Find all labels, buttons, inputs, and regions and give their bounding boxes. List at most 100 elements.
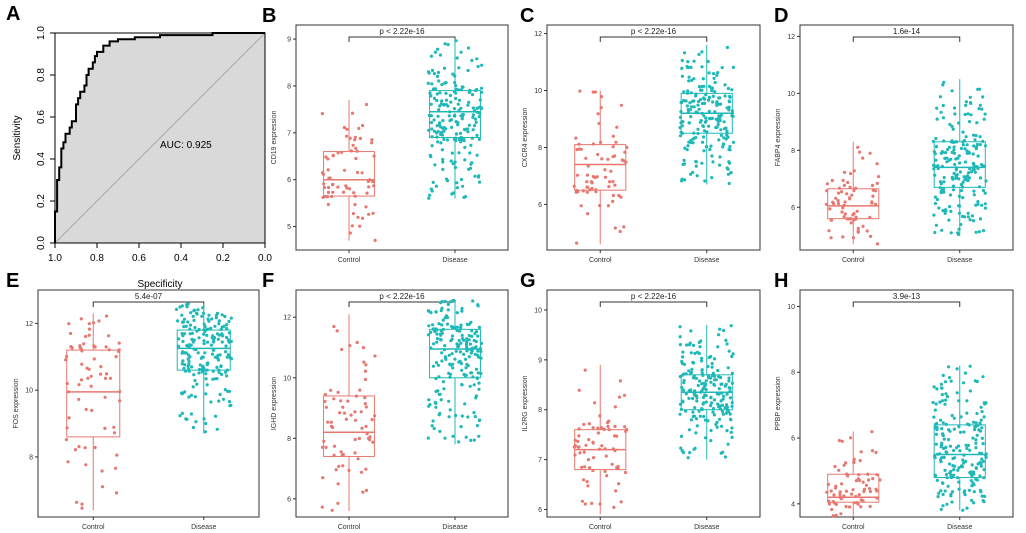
data-point bbox=[622, 225, 626, 229]
data-point bbox=[462, 137, 466, 141]
data-point bbox=[439, 130, 443, 135]
data-point bbox=[719, 451, 723, 455]
data-point bbox=[455, 186, 459, 190]
data-point bbox=[596, 112, 600, 116]
data-point bbox=[117, 341, 121, 345]
data-point bbox=[466, 68, 470, 73]
data-point bbox=[320, 112, 324, 116]
data-point bbox=[430, 144, 434, 148]
data-point bbox=[332, 444, 337, 448]
data-point bbox=[855, 209, 859, 213]
y-tick-label: 8 bbox=[287, 436, 291, 443]
data-point bbox=[935, 106, 939, 110]
data-point bbox=[229, 316, 233, 320]
data-point bbox=[623, 150, 627, 154]
data-point bbox=[687, 79, 691, 83]
data-point bbox=[459, 50, 463, 54]
p-value-label: 1.6e-14 bbox=[893, 27, 921, 36]
data-point bbox=[66, 460, 70, 464]
data-point bbox=[467, 355, 471, 359]
data-point bbox=[468, 90, 472, 94]
data-point bbox=[870, 183, 875, 188]
data-point bbox=[431, 180, 435, 184]
data-point bbox=[193, 395, 197, 399]
data-point bbox=[962, 453, 966, 457]
data-point bbox=[225, 368, 229, 372]
data-point bbox=[356, 457, 360, 461]
data-point bbox=[824, 202, 829, 206]
data-point bbox=[827, 499, 831, 503]
data-point bbox=[104, 345, 108, 349]
data-point bbox=[854, 494, 858, 499]
data-point bbox=[944, 450, 948, 454]
data-point bbox=[689, 370, 694, 374]
data-point bbox=[602, 427, 606, 431]
data-point bbox=[825, 182, 830, 186]
data-point bbox=[854, 186, 858, 190]
data-point bbox=[718, 155, 722, 159]
data-point bbox=[192, 318, 196, 322]
data-point bbox=[426, 70, 431, 74]
data-point bbox=[967, 120, 972, 124]
data-point bbox=[440, 148, 444, 152]
data-point bbox=[934, 432, 939, 436]
data-point bbox=[933, 173, 937, 177]
data-point bbox=[697, 85, 701, 89]
data-point bbox=[699, 390, 703, 394]
data-point bbox=[709, 144, 713, 148]
data-point bbox=[220, 313, 224, 317]
data-point bbox=[969, 113, 973, 117]
data-point bbox=[829, 236, 833, 240]
data-point bbox=[370, 138, 374, 142]
data-point bbox=[433, 400, 437, 404]
data-point bbox=[841, 178, 845, 182]
data-point bbox=[687, 369, 691, 373]
data-point bbox=[870, 449, 875, 453]
data-point bbox=[958, 170, 963, 174]
data-point bbox=[195, 382, 199, 386]
data-point bbox=[227, 331, 231, 335]
data-point bbox=[723, 94, 727, 98]
data-point bbox=[731, 140, 736, 144]
data-point bbox=[830, 507, 834, 512]
data-point bbox=[700, 85, 704, 89]
data-point bbox=[473, 109, 477, 113]
data-point bbox=[469, 438, 473, 442]
roc-panel: 1.0 0.8 0.6 0.4 0.2 0.0 0.00.20.40.60.81.0 Sp… bbox=[12, 26, 272, 290]
data-point bbox=[714, 378, 718, 382]
data-point bbox=[229, 357, 233, 361]
data-point bbox=[933, 195, 938, 199]
data-point bbox=[957, 194, 962, 198]
data-point bbox=[93, 445, 97, 450]
data-point bbox=[933, 408, 937, 412]
data-point bbox=[438, 392, 442, 396]
data-point bbox=[707, 109, 711, 113]
data-point bbox=[680, 179, 684, 183]
data-point bbox=[724, 126, 728, 130]
data-point bbox=[471, 106, 475, 110]
data-point bbox=[692, 136, 696, 140]
data-point bbox=[457, 151, 461, 155]
data-point bbox=[188, 327, 192, 331]
roc-x-tick-label: 0.8 bbox=[90, 253, 104, 264]
data-point bbox=[87, 327, 92, 331]
data-point bbox=[205, 327, 209, 331]
data-point bbox=[980, 410, 984, 414]
data-point bbox=[978, 429, 983, 433]
data-point bbox=[704, 388, 708, 392]
data-point bbox=[984, 179, 988, 183]
data-point bbox=[440, 323, 444, 327]
data-point bbox=[586, 164, 590, 168]
x-category-label: Control bbox=[589, 257, 612, 264]
data-point bbox=[476, 64, 480, 69]
data-point bbox=[717, 333, 721, 337]
data-point bbox=[444, 357, 448, 361]
data-point bbox=[731, 65, 736, 69]
data-point bbox=[430, 82, 434, 86]
data-point bbox=[363, 402, 367, 406]
data-point bbox=[450, 337, 454, 341]
data-point bbox=[965, 399, 969, 403]
data-point bbox=[182, 366, 186, 371]
data-point bbox=[340, 347, 344, 352]
